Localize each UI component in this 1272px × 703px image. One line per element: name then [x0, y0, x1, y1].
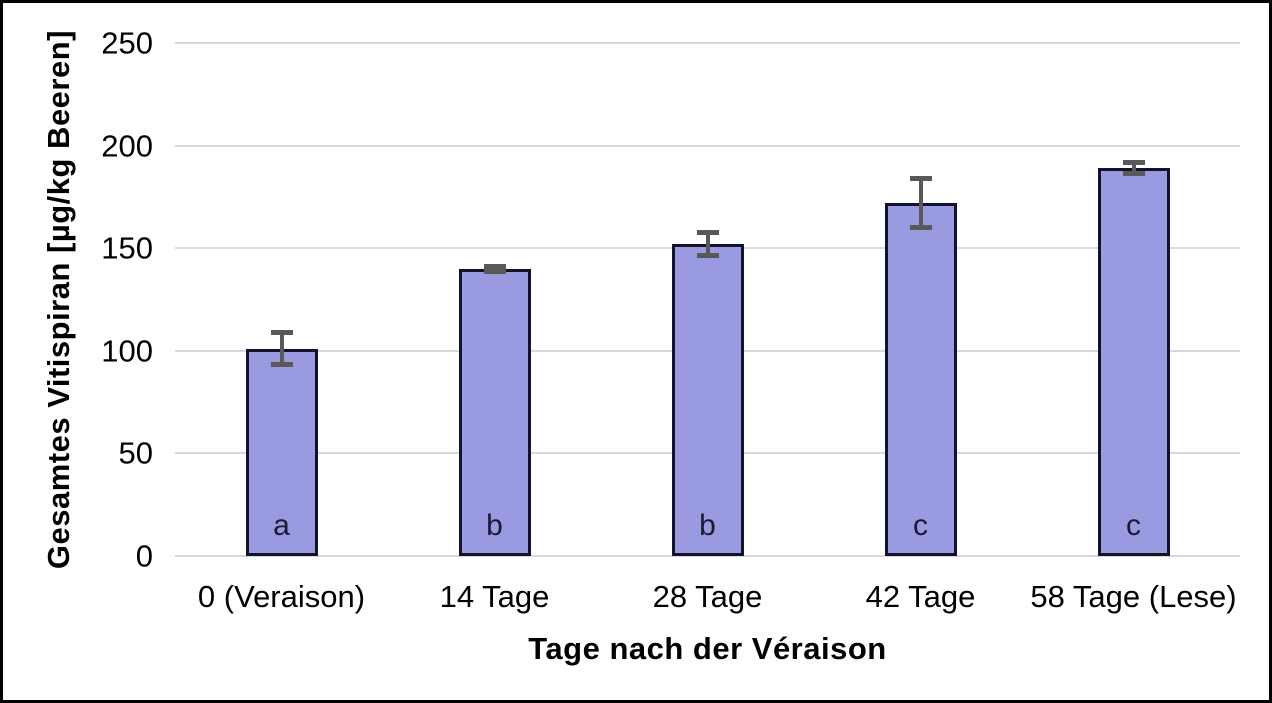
y-tick-label: 200 [101, 128, 153, 164]
error-bar-cap-bottom [270, 362, 293, 368]
y-axis-tick-labels: 0 50 100 150 200 250 [3, 28, 153, 572]
error-bar-line [279, 332, 284, 366]
x-axis-tick-labels: 0 (Veraison) 14 Tage 28 Tage 42 Tage 58 Tage… [175, 581, 1240, 612]
bar-slot: a [175, 43, 388, 556]
gridline-0 [175, 555, 1240, 557]
x-tick-label: 42 Tage [865, 579, 976, 614]
error-bar-cap-top [270, 330, 293, 336]
x-tick-label: 14 Tage [439, 579, 550, 614]
error-bar-line [492, 265, 497, 272]
x-tick-label: 0 (Veraison) [197, 579, 366, 614]
bar: c [884, 203, 957, 556]
x-tick-label: 28 Tage [652, 579, 763, 614]
x-tick-label: 58 Tage (Lese) [1030, 579, 1237, 614]
error-bar-cap-top [483, 263, 506, 269]
bar: b [458, 268, 531, 556]
error-bar [696, 229, 719, 259]
error-bar [1122, 160, 1145, 177]
significance-letter: c [1126, 509, 1141, 542]
significance-letter: a [273, 509, 290, 542]
y-tick-label: 100 [101, 333, 153, 369]
error-bar-cap-top [696, 229, 719, 235]
error-bar-line [705, 231, 710, 257]
error-bar [909, 176, 932, 230]
bar-slot: b [388, 43, 601, 556]
error-bar [270, 330, 293, 368]
significance-letter: b [699, 509, 716, 542]
bar-slot: c [1027, 43, 1240, 556]
error-bar-cap-top [909, 176, 932, 182]
error-bar [483, 263, 506, 274]
bar: a [245, 348, 318, 556]
y-tick-label: 0 [135, 538, 153, 574]
error-bar-line [1131, 162, 1136, 175]
error-bar-cap-bottom [909, 224, 932, 230]
y-tick-label: 50 [118, 435, 153, 471]
bar-slot: c [814, 43, 1027, 556]
bar: c [1097, 168, 1170, 556]
x-axis-title: Tage nach der Véraison [528, 631, 887, 666]
significance-letter: c [913, 509, 928, 542]
significance-letter: b [486, 509, 503, 542]
y-tick-label: 150 [101, 230, 153, 266]
error-bar-cap-bottom [1122, 171, 1145, 177]
gridline-200 [175, 144, 1240, 147]
error-bar-cap-bottom [696, 253, 719, 259]
bar-slot: b [601, 43, 814, 556]
gridline-250 [175, 42, 1240, 44]
error-bar-line [918, 178, 923, 228]
error-bar-cap-top [1122, 160, 1145, 166]
bar: b [671, 244, 744, 556]
y-tick-label: 250 [101, 25, 153, 61]
error-bar-cap-bottom [483, 268, 506, 274]
